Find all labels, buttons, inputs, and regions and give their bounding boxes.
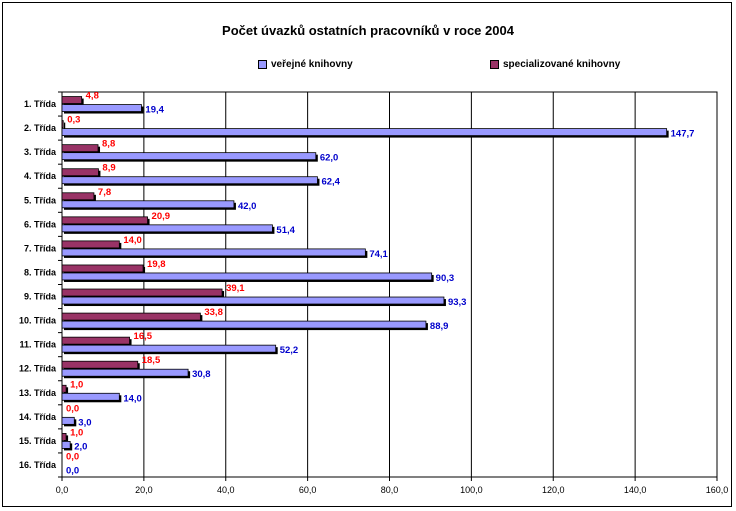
bar-specializovane bbox=[61, 288, 223, 297]
category-label: 9. Třída bbox=[24, 292, 57, 302]
bar-verejne bbox=[61, 416, 75, 425]
bar-verejne bbox=[61, 368, 189, 377]
bar-specializovane bbox=[61, 144, 99, 153]
bar-shadow-specializovane bbox=[64, 122, 66, 130]
bar-specializovane bbox=[61, 120, 64, 128]
bar-verejne bbox=[61, 128, 668, 136]
x-tick-label: 40,0 bbox=[217, 485, 235, 495]
data-label-specializovane: 20,9 bbox=[152, 211, 171, 222]
category-label: 15. Třída bbox=[19, 436, 57, 446]
data-label-verejne: 147,7 bbox=[671, 129, 695, 140]
data-label-verejne: 30,8 bbox=[192, 369, 211, 380]
data-label-verejne: 3,0 bbox=[78, 417, 91, 428]
data-label-verejne: 93,3 bbox=[448, 297, 467, 308]
data-label-specializovane: 16,5 bbox=[134, 331, 153, 342]
bar-verejne bbox=[61, 152, 317, 161]
bar-specializovane bbox=[61, 312, 201, 321]
data-label-verejne: 62,0 bbox=[320, 153, 339, 164]
x-tick-label: 100,0 bbox=[460, 485, 483, 495]
bar-verejne bbox=[61, 320, 427, 329]
x-tick-label: 0,0 bbox=[56, 485, 69, 495]
x-tick-label: 120,0 bbox=[542, 485, 565, 495]
bar-specializovane bbox=[61, 360, 139, 369]
data-label-specializovane: 33,8 bbox=[204, 307, 223, 318]
category-label: 6. Třída bbox=[24, 219, 57, 229]
data-label-verejne: 42,0 bbox=[238, 201, 257, 212]
category-label: 5. Třída bbox=[24, 195, 57, 205]
bar-verejne bbox=[61, 200, 235, 209]
category-label: 3. Třída bbox=[24, 147, 57, 157]
category-label: 12. Třída bbox=[19, 364, 57, 374]
bar-specializovane bbox=[61, 216, 148, 225]
data-label-specializovane: 7,8 bbox=[98, 187, 111, 198]
category-label: 11. Třída bbox=[19, 340, 57, 350]
data-label-verejne: 19,4 bbox=[145, 105, 164, 116]
data-label-verejne: 0,0 bbox=[66, 465, 79, 476]
x-tick-label: 80,0 bbox=[381, 485, 399, 495]
legend-item-verejne: veřejné knihovny bbox=[258, 59, 353, 70]
bar-specializovane bbox=[61, 96, 83, 104]
category-label: 13. Třída bbox=[19, 388, 57, 398]
x-tick-label: 140,0 bbox=[624, 485, 647, 495]
data-label-verejne: 51,4 bbox=[276, 225, 295, 236]
x-tick-label: 20,0 bbox=[135, 485, 153, 495]
data-label-verejne: 88,9 bbox=[430, 321, 449, 332]
category-label: 16. Třída bbox=[19, 460, 57, 470]
bar-verejne bbox=[61, 272, 433, 281]
category-label: 7. Třída bbox=[24, 243, 57, 253]
legend-swatch-specializovane bbox=[490, 60, 499, 69]
data-label-specializovane: 8,8 bbox=[102, 139, 115, 150]
data-label-verejne: 62,4 bbox=[321, 177, 340, 188]
legend-label-verejne: veřejné knihovny bbox=[271, 59, 353, 70]
category-label: 14. Třída bbox=[19, 412, 57, 422]
legend-swatch-verejne bbox=[258, 60, 267, 69]
chart-title: Počet úvazků ostatních pracovníků v roce… bbox=[222, 23, 514, 38]
bar-verejne bbox=[61, 344, 277, 353]
data-label-specializovane: 8,9 bbox=[102, 163, 115, 174]
data-label-verejne: 2,0 bbox=[74, 441, 87, 452]
bar-verejne bbox=[61, 224, 273, 233]
data-label-verejne: 74,1 bbox=[369, 249, 388, 260]
category-label: 2. Třída bbox=[24, 123, 57, 133]
bar-verejne bbox=[61, 104, 142, 112]
category-label: 8. Třída bbox=[24, 267, 57, 277]
category-label: 4. Třída bbox=[24, 171, 57, 181]
data-label-specializovane: 1,0 bbox=[70, 379, 83, 390]
data-label-verejne: 90,3 bbox=[436, 273, 455, 284]
x-tick-label: 60,0 bbox=[299, 485, 317, 495]
data-label-specializovane: 0,3 bbox=[67, 115, 80, 126]
legend-item-specializovane: specializované knihovny bbox=[490, 59, 620, 70]
category-label: 10. Třída bbox=[19, 316, 57, 326]
legend-label-specializovane: specializované knihovny bbox=[503, 59, 621, 70]
bar-specializovane bbox=[61, 240, 120, 249]
bar-verejne bbox=[61, 176, 318, 185]
bar-verejne bbox=[61, 441, 71, 449]
bar-specializovane bbox=[61, 384, 67, 393]
data-label-specializovane: 1,0 bbox=[70, 427, 83, 438]
data-label-verejne: 52,2 bbox=[280, 345, 299, 356]
data-label-specializovane: 0,0 bbox=[66, 403, 79, 414]
bar-verejne bbox=[61, 392, 120, 401]
bar-specializovane bbox=[61, 192, 95, 201]
data-label-specializovane: 19,8 bbox=[147, 259, 166, 270]
bar-specializovane bbox=[61, 433, 67, 441]
data-label-specializovane: 39,1 bbox=[226, 283, 245, 294]
data-label-specializovane: 14,0 bbox=[123, 235, 142, 246]
bar-specializovane bbox=[61, 264, 144, 273]
data-label-verejne: 14,0 bbox=[123, 393, 142, 404]
x-tick-label: 160,0 bbox=[706, 485, 729, 495]
bar-verejne bbox=[61, 248, 366, 257]
category-label: 1. Třída bbox=[24, 99, 57, 109]
data-label-specializovane: 0,0 bbox=[66, 451, 79, 462]
bar-verejne bbox=[61, 296, 445, 305]
bar-specializovane bbox=[61, 168, 99, 177]
data-label-specializovane: 18,5 bbox=[142, 355, 161, 366]
bar-specializovane bbox=[61, 336, 130, 345]
data-label-specializovane: 4,8 bbox=[86, 91, 99, 102]
